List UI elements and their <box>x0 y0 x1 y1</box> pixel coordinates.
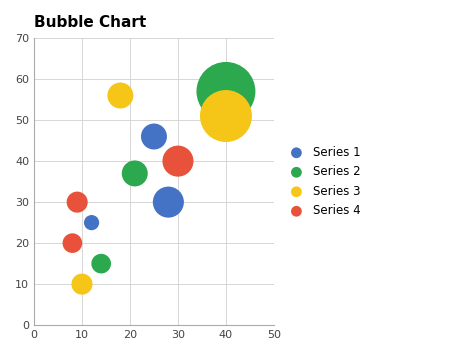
Text: Bubble Chart: Bubble Chart <box>34 15 146 30</box>
Legend: Series 1, Series 2, Series 3, Series 4: Series 1, Series 2, Series 3, Series 4 <box>282 143 363 220</box>
Point <box>78 281 86 287</box>
Point <box>73 199 81 205</box>
Point <box>88 220 95 225</box>
Point <box>69 240 76 246</box>
Point <box>117 93 124 98</box>
Point <box>222 113 230 119</box>
Point <box>97 261 105 267</box>
Point <box>222 89 230 94</box>
Point <box>150 134 158 140</box>
Point <box>164 199 172 205</box>
Point <box>131 171 138 176</box>
Point <box>174 158 182 164</box>
